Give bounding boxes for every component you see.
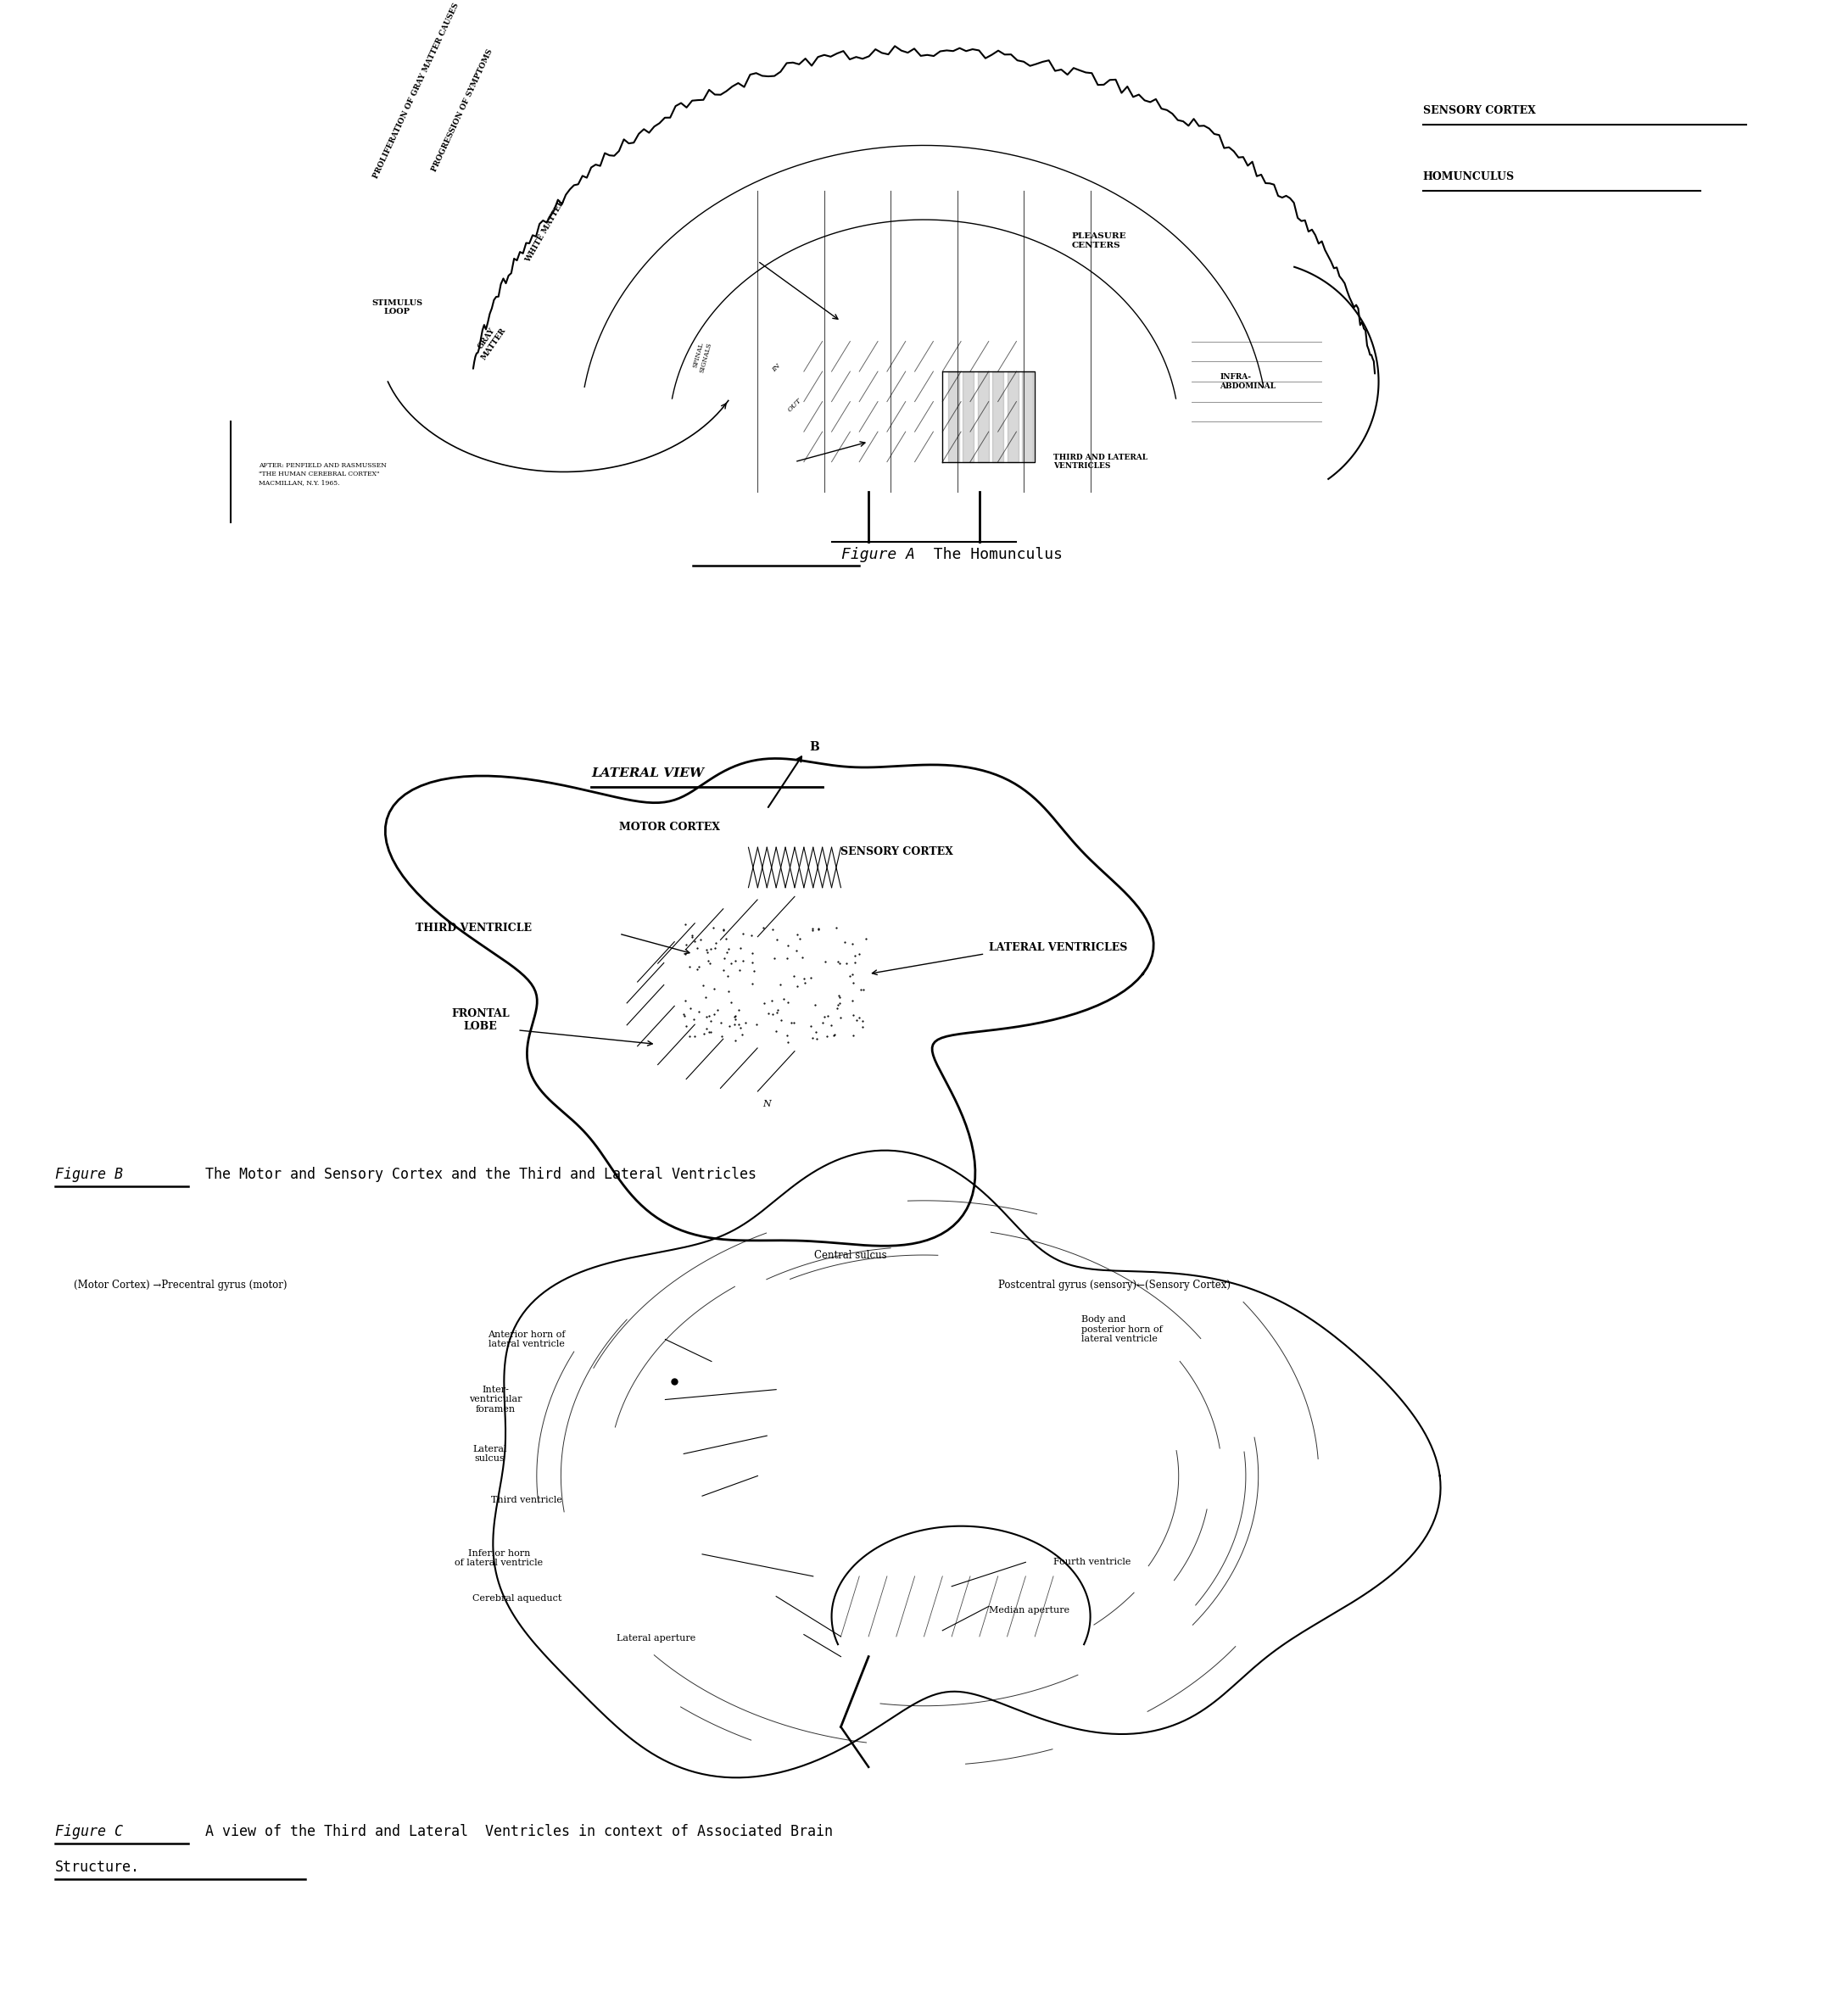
Text: Body and
posterior horn of
lateral ventricle: Body and posterior horn of lateral ventr… — [1081, 1315, 1162, 1343]
Text: Inferior horn
of lateral ventricle: Inferior horn of lateral ventricle — [455, 1548, 543, 1568]
Text: (Motor Cortex) →Precentral gyrus (motor): (Motor Cortex) →Precentral gyrus (motor) — [74, 1279, 286, 1291]
Text: THIRD VENTRICLE: THIRD VENTRICLE — [416, 922, 532, 934]
Polygon shape — [832, 1526, 1090, 1645]
Text: LATERAL VIEW: LATERAL VIEW — [591, 767, 704, 779]
Text: STIMULUS
LOOP: STIMULUS LOOP — [371, 299, 423, 315]
Text: Fourth ventricle: Fourth ventricle — [1053, 1558, 1131, 1566]
Text: FRONTAL
LOBE: FRONTAL LOBE — [451, 1008, 510, 1032]
Text: Anterior horn of
lateral ventricle: Anterior horn of lateral ventricle — [488, 1329, 565, 1349]
Text: THIRD AND LATERAL
VENTRICLES: THIRD AND LATERAL VENTRICLES — [1053, 454, 1148, 470]
Text: WHITE MATTER: WHITE MATTER — [525, 199, 565, 263]
Text: PROLIFERATION OF GRAY MATTER CAUSES: PROLIFERATION OF GRAY MATTER CAUSES — [371, 2, 460, 179]
Text: N: N — [763, 1100, 771, 1108]
Text: Lateral
sulcus: Lateral sulcus — [473, 1444, 506, 1464]
Text: INFRA-
ABDOMINAL: INFRA- ABDOMINAL — [1220, 373, 1275, 390]
Text: Figure B: Figure B — [55, 1167, 124, 1183]
Text: Figure A: Figure A — [841, 546, 915, 562]
Text: The Motor and Sensory Cortex and the Third and Lateral Ventricles: The Motor and Sensory Cortex and the Thi… — [188, 1167, 756, 1183]
Text: LATERAL VENTRICLES: LATERAL VENTRICLES — [989, 942, 1127, 954]
Text: Structure.: Structure. — [55, 1859, 140, 1875]
Text: HOMUNCULUS: HOMUNCULUS — [1423, 171, 1515, 183]
Text: Third ventricle: Third ventricle — [492, 1496, 562, 1504]
Text: GRAY
MATTER: GRAY MATTER — [473, 321, 506, 361]
Text: MOTOR CORTEX: MOTOR CORTEX — [619, 821, 721, 833]
Text: PROGRESSION OF SYMPTOMS: PROGRESSION OF SYMPTOMS — [431, 48, 493, 173]
Text: SENSORY CORTEX: SENSORY CORTEX — [841, 845, 954, 857]
Text: Central sulcus: Central sulcus — [813, 1251, 887, 1261]
Text: Median aperture: Median aperture — [989, 1606, 1070, 1614]
Text: Cerebral aqueduct: Cerebral aqueduct — [473, 1594, 562, 1602]
Text: B: B — [809, 741, 819, 753]
Text: The Homunculus: The Homunculus — [915, 546, 1063, 562]
Text: Inter-
ventricular
foramen: Inter- ventricular foramen — [469, 1386, 521, 1414]
Polygon shape — [386, 759, 1153, 1245]
Text: Postcentral gyrus (sensory)←(Sensory Cortex): Postcentral gyrus (sensory)←(Sensory Cor… — [998, 1279, 1231, 1291]
Text: AFTER: PENFIELD AND RASMUSSEN
"THE HUMAN CEREBRAL CORTEX"
MACMILLAN, N.Y. 1965.: AFTER: PENFIELD AND RASMUSSEN "THE HUMAN… — [259, 462, 386, 486]
Text: SPINAL
SIGNALS: SPINAL SIGNALS — [691, 339, 713, 373]
Text: IN: IN — [771, 361, 782, 373]
Text: A view of the Third and Lateral  Ventricles in context of Associated Brain: A view of the Third and Lateral Ventricl… — [188, 1823, 833, 1839]
Polygon shape — [493, 1151, 1441, 1777]
Text: Lateral aperture: Lateral aperture — [617, 1635, 695, 1643]
Text: PLEASURE
CENTERS: PLEASURE CENTERS — [1072, 233, 1127, 249]
Text: Figure C: Figure C — [55, 1823, 124, 1839]
Text: SENSORY CORTEX: SENSORY CORTEX — [1423, 104, 1536, 116]
Text: OUT: OUT — [787, 398, 802, 414]
